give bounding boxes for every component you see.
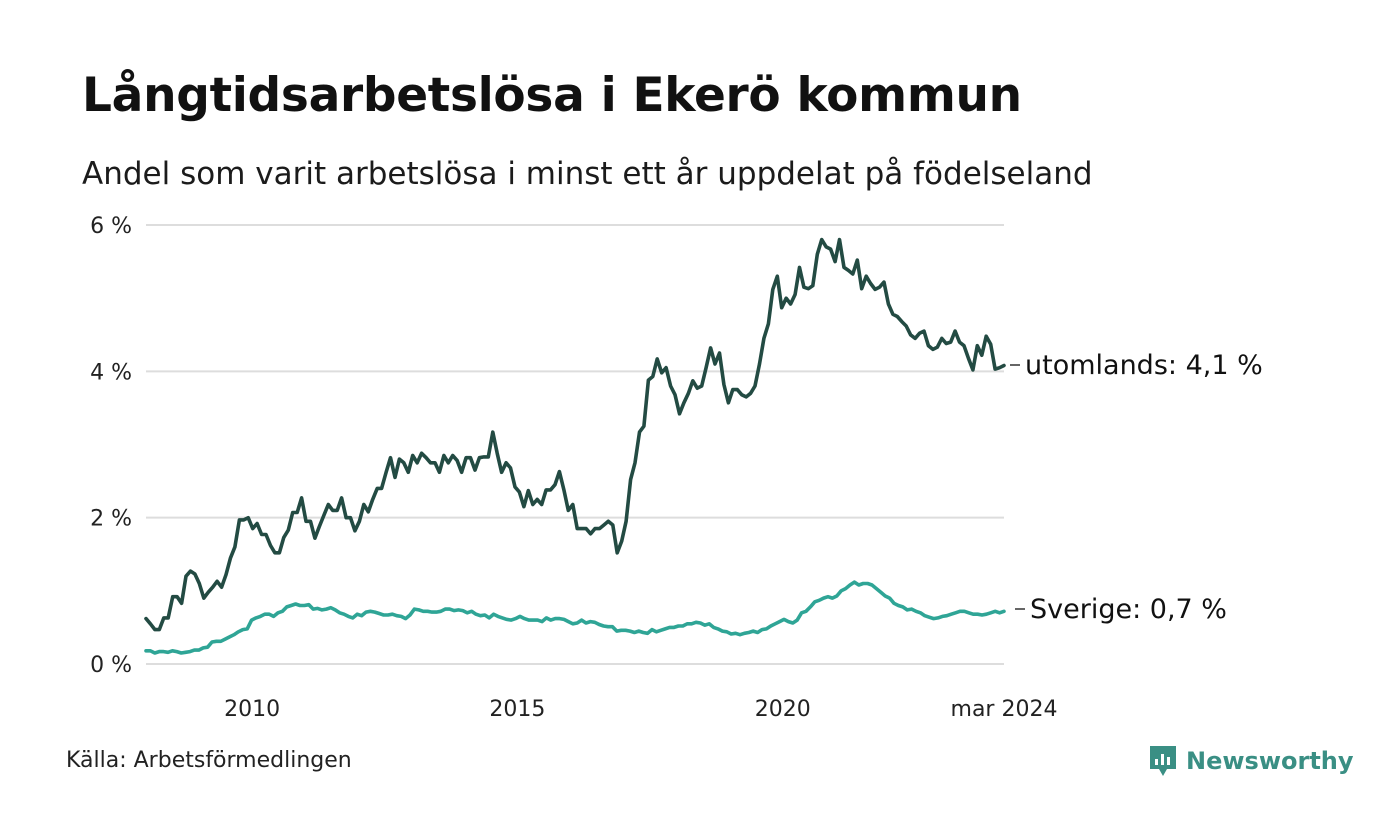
gridlines (146, 224, 1004, 665)
x-tick-label: 2020 (755, 697, 811, 722)
brand-name: Newsworthy (1186, 747, 1354, 775)
series-lines (144, 237, 1006, 655)
y-tick-label: 0 % (90, 653, 132, 678)
y-tick-label: 6 % (90, 214, 132, 239)
series-line-sverige (144, 580, 1006, 655)
end-labels: utomlands: 4,1 % Sverige: 0,7 % (1010, 350, 1263, 625)
newsworthy-logo[interactable]: Newsworthy (1148, 744, 1354, 778)
end-label-sverige: Sverige: 0,7 % (1030, 594, 1227, 625)
x-axis: 2010 2015 2020 mar 2024 (224, 697, 1057, 722)
series-line-utomlands (144, 237, 1006, 632)
x-tick-label: 2015 (489, 697, 545, 722)
end-label-utomlands: utomlands: 4,1 % (1025, 350, 1263, 381)
x-tick-label: mar 2024 (951, 697, 1058, 722)
chart-subtitle: Andel som varit arbetslösa i minst ett å… (82, 156, 1093, 192)
x-tick-label: 2010 (224, 697, 280, 722)
newsworthy-icon (1150, 746, 1176, 776)
y-tick-label: 4 % (90, 360, 132, 385)
source-note: Källa: Arbetsförmedlingen (66, 748, 352, 773)
y-tick-label: 2 % (90, 507, 132, 532)
chart-title: Långtidsarbetslösa i Ekerö kommun (82, 68, 1022, 123)
y-axis: 0 % 2 % 4 % 6 % (90, 214, 132, 678)
